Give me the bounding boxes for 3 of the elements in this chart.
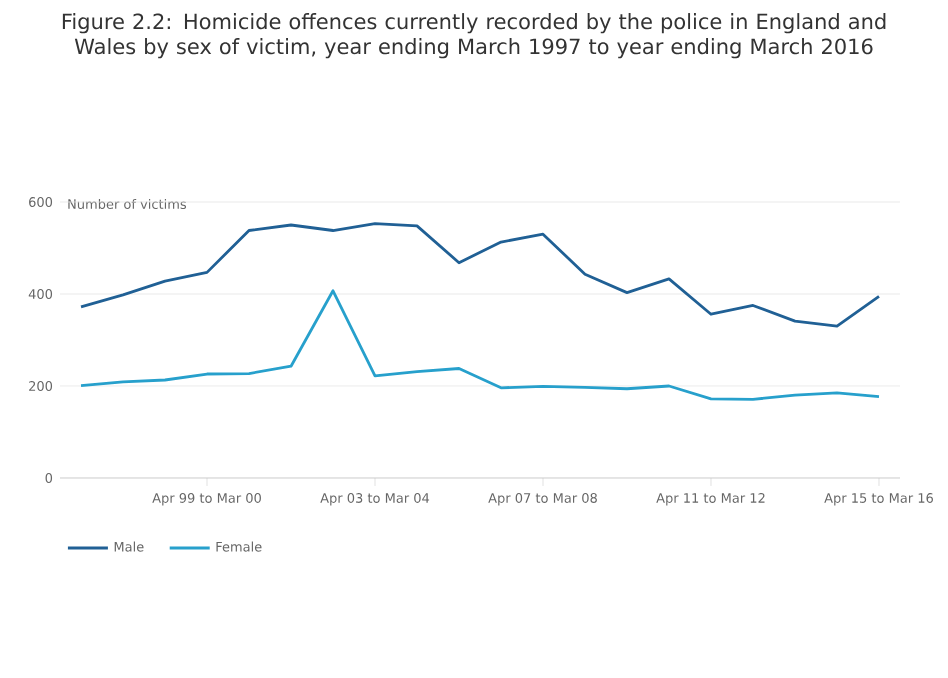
line-series bbox=[79, 289, 881, 401]
chart-title: Figure 2.2: Homicide offences currently recorded by the police in England and Wales by sex of victim, year ending March 1997 to year ending March 2016 bbox=[62, 13, 886, 59]
line-series bbox=[79, 222, 881, 328]
